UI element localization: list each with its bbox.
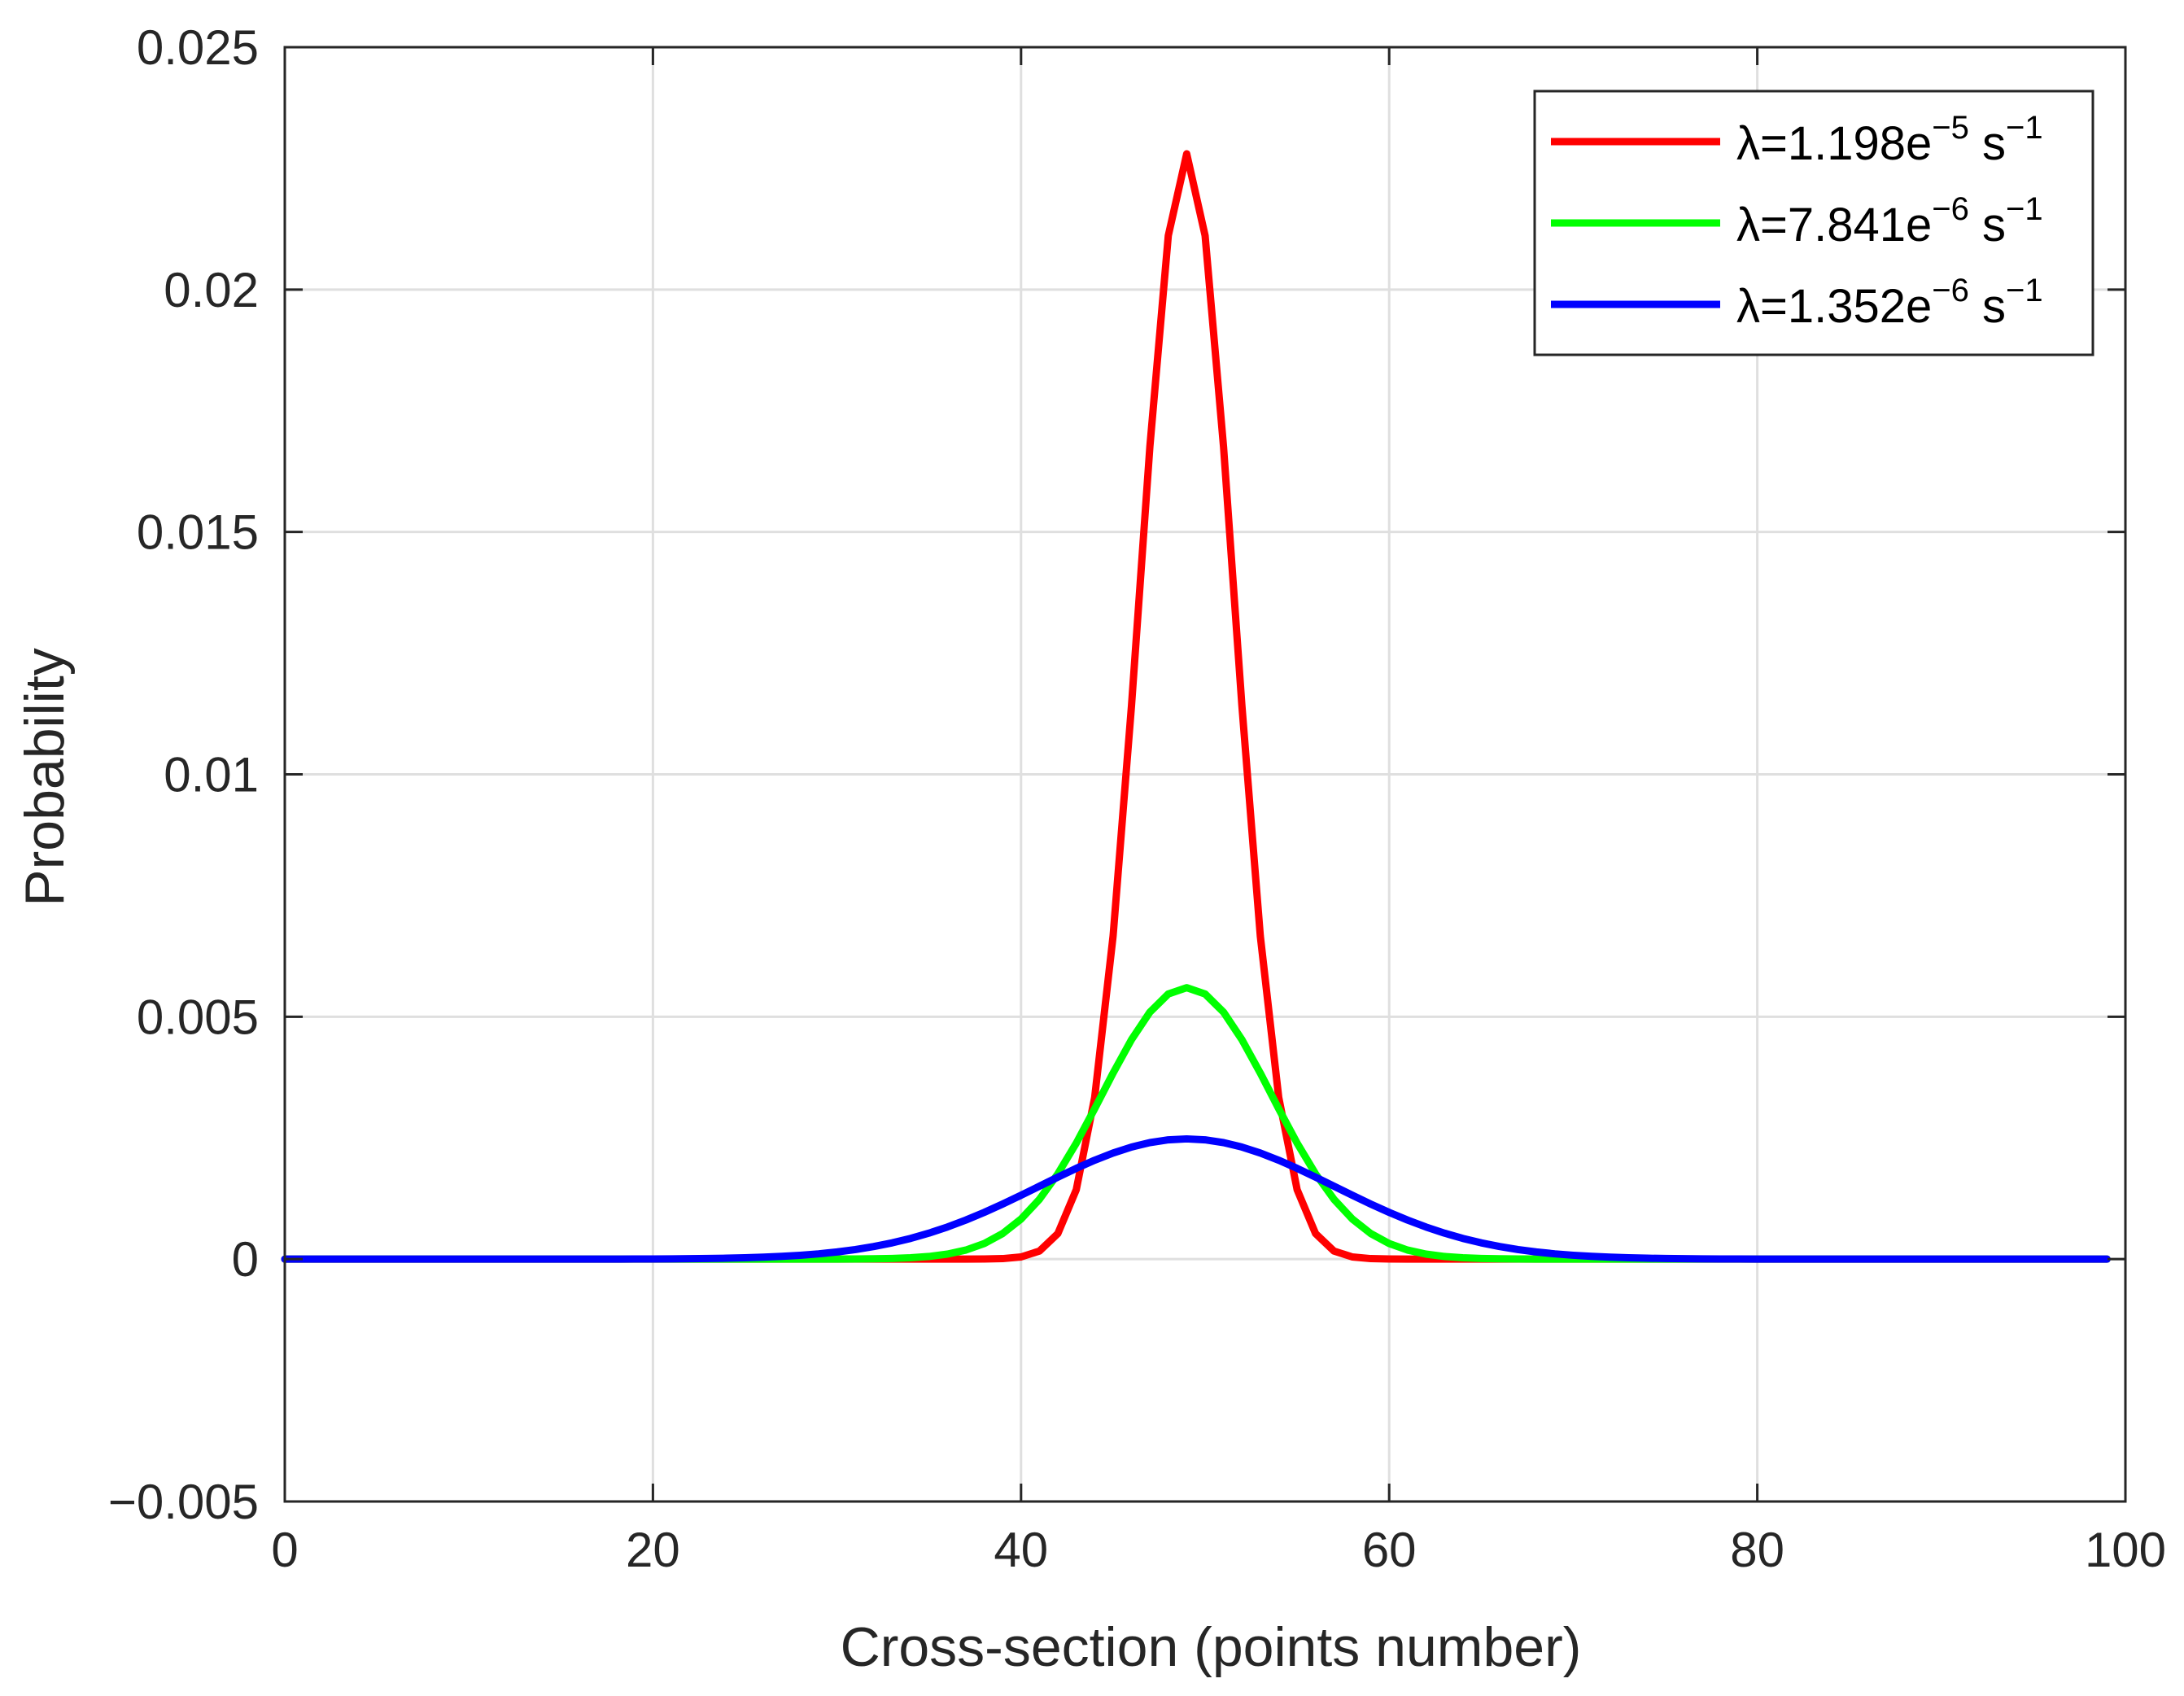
y-axis-label: Probability <box>14 648 76 907</box>
legend-legend-base: λ=1.352e <box>1736 280 1932 333</box>
x-axis-label: Cross-section (points number) <box>841 1616 1582 1678</box>
x-tick-label: 20 <box>626 1523 680 1577</box>
legend-legend-exp: −6 <box>1932 273 1969 308</box>
y-tick-label: 0 <box>232 1232 259 1287</box>
x-tick-label: 100 <box>2085 1523 2166 1577</box>
y-tick-label: −0.005 <box>108 1475 259 1529</box>
x-tick-label: 80 <box>1730 1523 1784 1577</box>
y-tick-label: 0.01 <box>164 748 259 802</box>
legend-label-3: λ=1.352e−6 s−1 <box>1736 273 2043 333</box>
legend-legend-exp: −6 <box>1932 191 1969 227</box>
series-group <box>281 150 2111 1263</box>
legend-legend-unit-exp: −1 <box>2006 273 2043 308</box>
series-line-3 <box>281 1134 2111 1263</box>
x-tick-label: 40 <box>994 1523 1048 1577</box>
y-tick-label: 0.005 <box>137 990 259 1044</box>
legend-legend-exp: −5 <box>1932 110 1969 146</box>
legend-legend-unit: s <box>1969 280 2006 333</box>
legend-legend-unit-exp: −1 <box>2006 110 2043 146</box>
x-axis-ticks: 0 20 40 60 80 100 <box>271 47 2166 1577</box>
legend: λ=1.198e−5 s−1λ=7.841e−6 s−1λ=1.352e−6 s… <box>1533 90 2094 356</box>
legend-legend-unit: s <box>1969 199 2006 251</box>
x-tick-label: 0 <box>271 1523 298 1577</box>
legend-legend-base: λ=7.841e <box>1736 199 1932 251</box>
legend-legend-unit: s <box>1969 117 2006 170</box>
legend-label-2: λ=7.841e−6 s−1 <box>1736 191 2043 251</box>
x-tick-label: 60 <box>1362 1523 1417 1577</box>
legend-legend-base: λ=1.198e <box>1736 117 1932 170</box>
y-axis-ticks: −0.005 0 0.005 0.01 0.015 0.02 0.025 <box>108 20 2125 1529</box>
legend-label-1: λ=1.198e−5 s−1 <box>1736 110 2043 170</box>
y-tick-label: 0.025 <box>137 20 259 75</box>
y-tick-label: 0.015 <box>137 505 259 560</box>
y-tick-label: 0.02 <box>164 263 259 317</box>
legend-legend-unit-exp: −1 <box>2006 191 2043 227</box>
